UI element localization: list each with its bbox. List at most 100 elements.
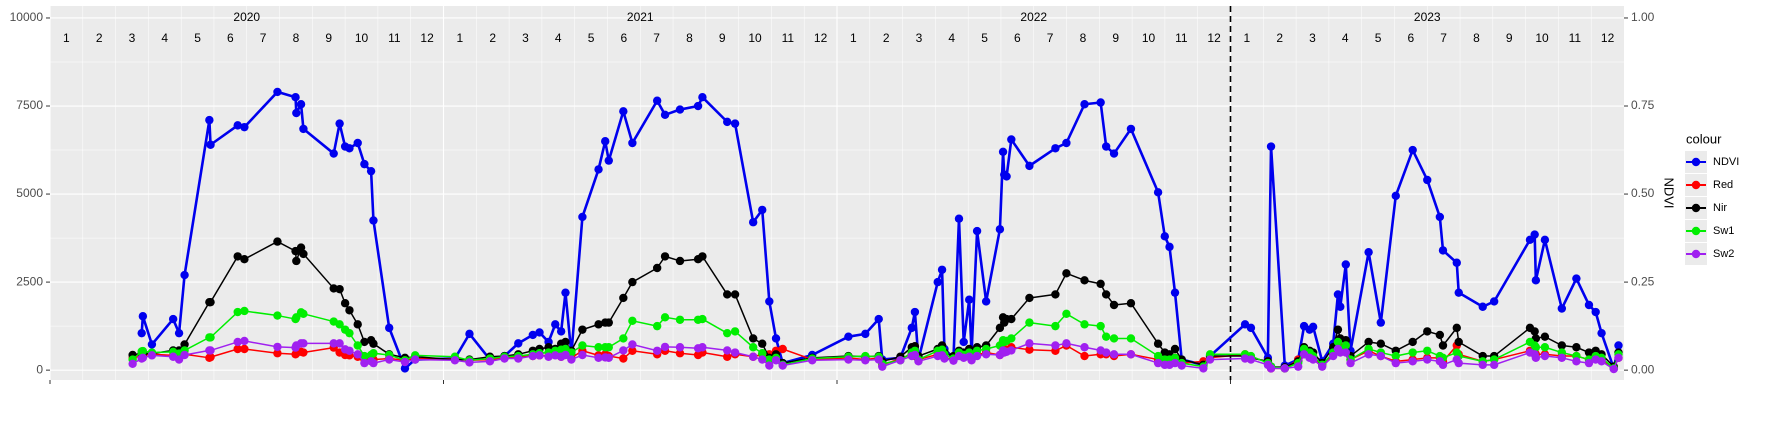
data-point: [206, 352, 215, 362]
month-label: 9: [1506, 31, 1513, 45]
data-point: [604, 156, 613, 165]
data-point: [604, 318, 613, 327]
data-point: [604, 353, 613, 363]
data-point: [1540, 235, 1550, 245]
data-point: [1376, 339, 1386, 348]
data-point: [1478, 360, 1487, 370]
year-label: 2020: [233, 10, 260, 24]
data-point: [147, 351, 157, 360]
data-point: [353, 350, 362, 359]
data-point: [206, 346, 215, 355]
data-point: [861, 329, 870, 339]
data-point: [949, 356, 958, 365]
month-label: 5: [981, 31, 988, 45]
data-point: [1329, 351, 1338, 361]
data-point: [765, 355, 774, 364]
data-point: [619, 334, 628, 343]
data-point: [1423, 327, 1432, 336]
data-point: [1408, 145, 1417, 155]
data-point: [292, 108, 301, 118]
data-point: [1109, 350, 1119, 359]
month-label: 4: [555, 31, 562, 45]
data-point: [1364, 247, 1373, 257]
month-label: 6: [621, 31, 628, 45]
y-tick-label: 10000: [10, 10, 44, 24]
data-point: [1530, 327, 1539, 336]
data-point: [1007, 135, 1016, 144]
data-point: [1391, 358, 1400, 368]
data-point: [965, 295, 974, 304]
data-point: [174, 355, 184, 364]
data-point: [1597, 357, 1606, 366]
data-point: [1423, 355, 1432, 364]
y2-axis-title: NDVI: [1662, 177, 1677, 208]
data-point: [369, 358, 378, 368]
month-label: 12: [1207, 31, 1221, 45]
data-point: [1454, 358, 1463, 368]
data-point: [514, 354, 523, 363]
data-point: [345, 306, 354, 315]
data-point: [206, 140, 215, 149]
data-point: [619, 107, 628, 116]
data-point: [628, 346, 637, 355]
data-point: [1531, 276, 1541, 285]
data-point: [995, 225, 1005, 234]
data-point: [369, 349, 378, 358]
data-point: [1423, 346, 1432, 355]
data-point: [1080, 276, 1089, 285]
data-point: [366, 166, 376, 176]
data-point: [910, 307, 920, 317]
data-point: [937, 265, 947, 274]
data-point: [168, 314, 178, 324]
data-point: [410, 355, 420, 364]
data-point: [1199, 364, 1208, 373]
data-point: [861, 356, 870, 365]
data-point: [1109, 300, 1119, 310]
marks: [128, 6, 1623, 380]
data-point: [1530, 230, 1539, 239]
data-point: [299, 309, 308, 318]
data-point: [1025, 345, 1034, 354]
data-point: [329, 149, 338, 158]
data-point: [1126, 124, 1136, 134]
data-point: [1062, 339, 1071, 348]
data-point: [1280, 364, 1290, 373]
data-point: [138, 346, 148, 356]
data-point: [1160, 232, 1169, 241]
data-point: [1080, 320, 1089, 329]
data-point: [556, 327, 566, 336]
data-point: [335, 339, 344, 348]
data-point: [1126, 334, 1136, 343]
data-point: [998, 147, 1008, 156]
data-point: [137, 328, 146, 338]
data-point: [561, 337, 570, 347]
data-point: [1454, 337, 1463, 347]
data-point: [1572, 274, 1581, 283]
data-point: [233, 252, 242, 261]
data-point: [778, 344, 787, 354]
data-point: [1170, 288, 1180, 297]
data-point: [329, 339, 338, 348]
y2-tick-label: 1.00: [1631, 10, 1655, 24]
data-point: [1557, 341, 1567, 350]
month-label: 1: [1244, 31, 1251, 45]
data-point: [147, 340, 157, 349]
data-point: [758, 349, 767, 358]
data-point: [675, 315, 685, 324]
legend-key-point: [1691, 180, 1701, 190]
data-point: [1126, 350, 1136, 359]
data-point: [1452, 258, 1461, 267]
data-point: [1153, 358, 1163, 368]
data-point: [1308, 322, 1318, 332]
data-point: [1584, 348, 1594, 357]
legend-label: Sw2: [1713, 248, 1734, 260]
data-point: [240, 344, 249, 354]
data-point: [594, 320, 603, 329]
month-label: 6: [1014, 31, 1021, 45]
data-point: [1584, 358, 1594, 368]
data-point: [1317, 362, 1327, 371]
data-point: [1051, 290, 1060, 299]
month-label: 6: [227, 31, 234, 45]
data-point: [628, 340, 637, 349]
month-label: 9: [325, 31, 332, 45]
